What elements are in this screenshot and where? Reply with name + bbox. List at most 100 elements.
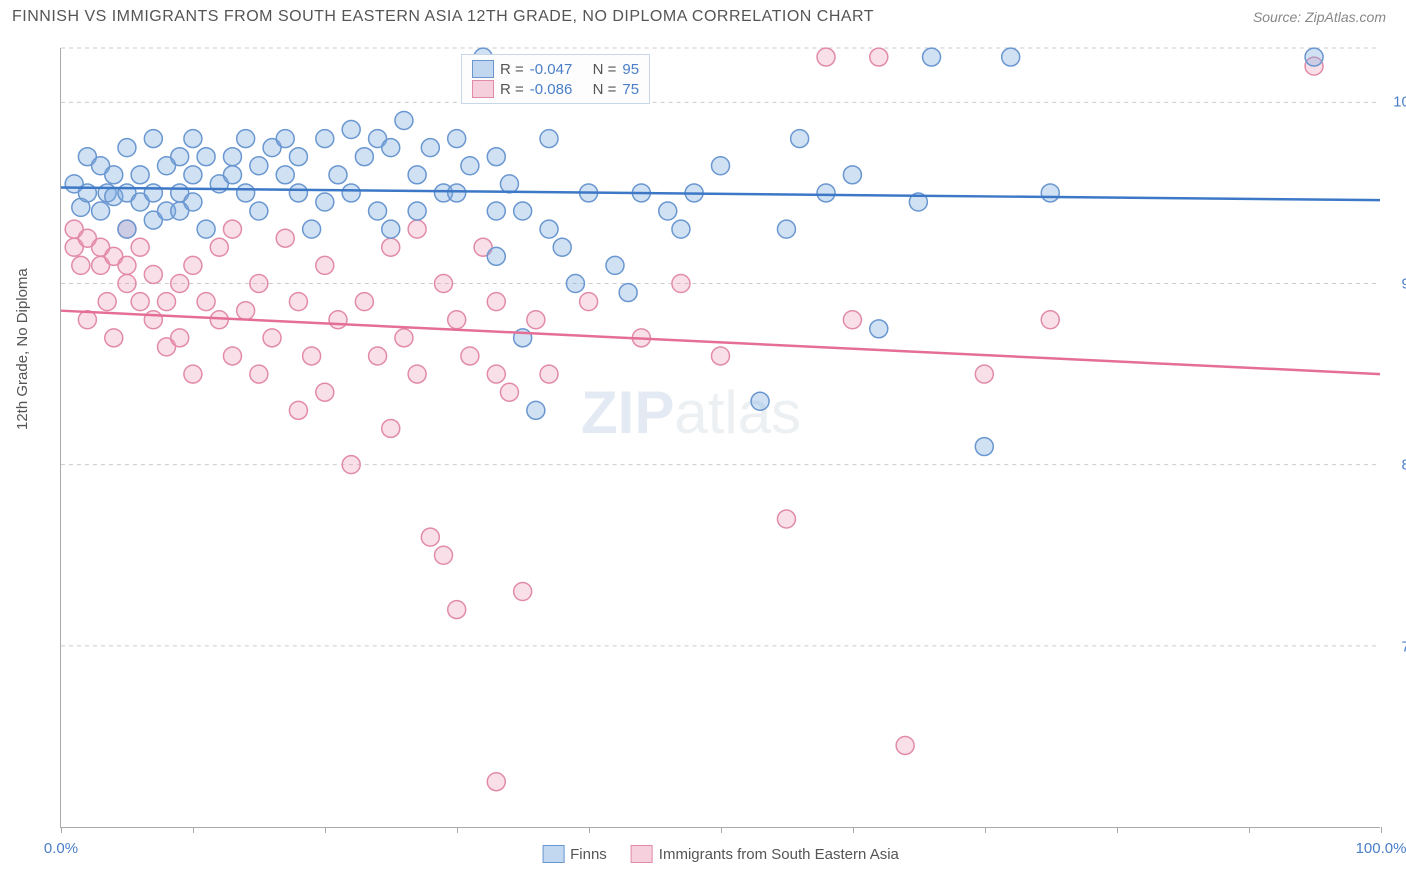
point-b [712, 347, 730, 365]
point-b [369, 347, 387, 365]
point-a [92, 202, 110, 220]
point-a [606, 256, 624, 274]
point-a [303, 220, 321, 238]
stat-n-label: N = [593, 61, 617, 78]
point-a [408, 166, 426, 184]
point-a [184, 166, 202, 184]
point-a [408, 202, 426, 220]
point-a [777, 220, 795, 238]
xtick-mark [193, 827, 194, 833]
point-b [382, 238, 400, 256]
legend-a-swatch-icon [542, 845, 564, 863]
point-a [369, 202, 387, 220]
xtick-mark [985, 827, 986, 833]
point-a [1041, 184, 1059, 202]
point-b [395, 329, 413, 347]
point-a [500, 175, 518, 193]
xtick-mark [721, 827, 722, 833]
point-a [448, 184, 466, 202]
point-a [487, 202, 505, 220]
xtick-mark [853, 827, 854, 833]
legend-a-label: Finns [570, 846, 607, 863]
point-b [316, 383, 334, 401]
stat-n-a: 95 [622, 61, 639, 78]
point-a [316, 193, 334, 211]
point-b [171, 275, 189, 293]
point-b [118, 275, 136, 293]
point-b [250, 275, 268, 293]
bottom-legend: Finns Immigrants from South Eastern Asia [542, 845, 899, 863]
point-b [514, 582, 532, 600]
xtick-mark [1117, 827, 1118, 833]
point-a [289, 148, 307, 166]
point-b [131, 293, 149, 311]
point-b [500, 383, 518, 401]
point-a [184, 130, 202, 148]
point-a [105, 166, 123, 184]
point-a [382, 220, 400, 238]
point-b [487, 293, 505, 311]
chart-header: FINNISH VS IMMIGRANTS FROM SOUTH EASTERN… [0, 0, 1406, 30]
point-a [197, 148, 215, 166]
xtick-mark [589, 827, 590, 833]
point-b [276, 229, 294, 247]
point-b [250, 365, 268, 383]
stat-r-label: R = [500, 61, 524, 78]
point-a [329, 166, 347, 184]
point-a [923, 48, 941, 66]
point-a [223, 148, 241, 166]
point-b [777, 510, 795, 528]
point-a [712, 157, 730, 175]
point-b [448, 601, 466, 619]
point-b [144, 311, 162, 329]
stat-n-label-b: N = [593, 81, 617, 98]
point-b [184, 256, 202, 274]
point-a [276, 166, 294, 184]
xtick-right: 100.0% [1356, 840, 1406, 857]
point-b [158, 293, 176, 311]
scatter-svg [61, 48, 1380, 827]
point-a [144, 130, 162, 148]
point-b [184, 365, 202, 383]
chart-plot-area: ZIPatlas R = -0.047 N = 95 R = -0.086 N … [60, 48, 1380, 828]
ytick-label: 100.0% [1393, 94, 1406, 111]
point-a [395, 111, 413, 129]
legend-stats-box: R = -0.047 N = 95 R = -0.086 N = 75 [461, 54, 650, 104]
ytick-label: 70.0% [1401, 638, 1406, 655]
point-b [303, 347, 321, 365]
point-b [1041, 311, 1059, 329]
point-b [435, 546, 453, 564]
point-b [263, 329, 281, 347]
point-b [237, 302, 255, 320]
point-a [487, 247, 505, 265]
point-a [144, 184, 162, 202]
point-b [223, 347, 241, 365]
point-a [342, 121, 360, 139]
point-b [382, 419, 400, 437]
point-b [289, 293, 307, 311]
point-a [184, 193, 202, 211]
point-b [435, 275, 453, 293]
point-b [817, 48, 835, 66]
point-a [171, 148, 189, 166]
point-a [355, 148, 373, 166]
stat-n-b: 75 [622, 81, 639, 98]
point-b [870, 48, 888, 66]
point-a [223, 166, 241, 184]
point-a [237, 130, 255, 148]
point-a [289, 184, 307, 202]
point-a [1305, 48, 1323, 66]
xtick-mark [1249, 827, 1250, 833]
point-a [250, 202, 268, 220]
legend-b-swatch-icon [631, 845, 653, 863]
point-a [843, 166, 861, 184]
point-b [421, 528, 439, 546]
point-b [223, 220, 241, 238]
point-b [118, 256, 136, 274]
point-b [580, 293, 598, 311]
point-a [316, 130, 334, 148]
trendline-a [61, 187, 1380, 200]
point-a [197, 220, 215, 238]
point-a [131, 166, 149, 184]
point-b [487, 773, 505, 791]
